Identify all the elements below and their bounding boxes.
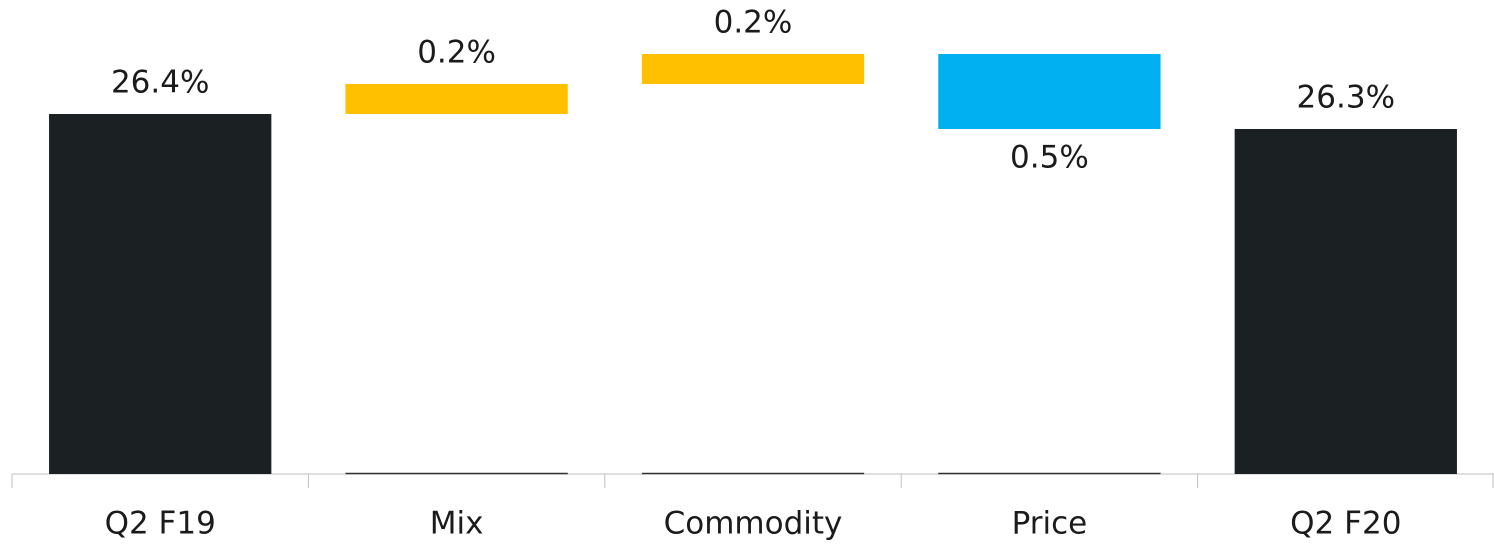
bar bbox=[49, 114, 272, 474]
x-tick-label: Commodity bbox=[664, 506, 843, 542]
bar bbox=[1234, 129, 1457, 474]
data-label: 26.4% bbox=[111, 65, 209, 101]
x-tick-label: Mix bbox=[430, 506, 484, 542]
data-label: 0.5% bbox=[1010, 140, 1089, 176]
bar bbox=[345, 84, 568, 114]
data-label: 0.2% bbox=[714, 5, 793, 41]
x-tick-label: Price bbox=[1012, 506, 1088, 542]
data-label: 0.2% bbox=[417, 35, 496, 71]
data-label: 26.3% bbox=[1297, 80, 1395, 116]
bar bbox=[938, 54, 1161, 129]
bar bbox=[641, 54, 865, 84]
x-tick-label: Q2 F20 bbox=[1290, 506, 1401, 542]
x-tick-label: Q2 F19 bbox=[105, 506, 216, 542]
